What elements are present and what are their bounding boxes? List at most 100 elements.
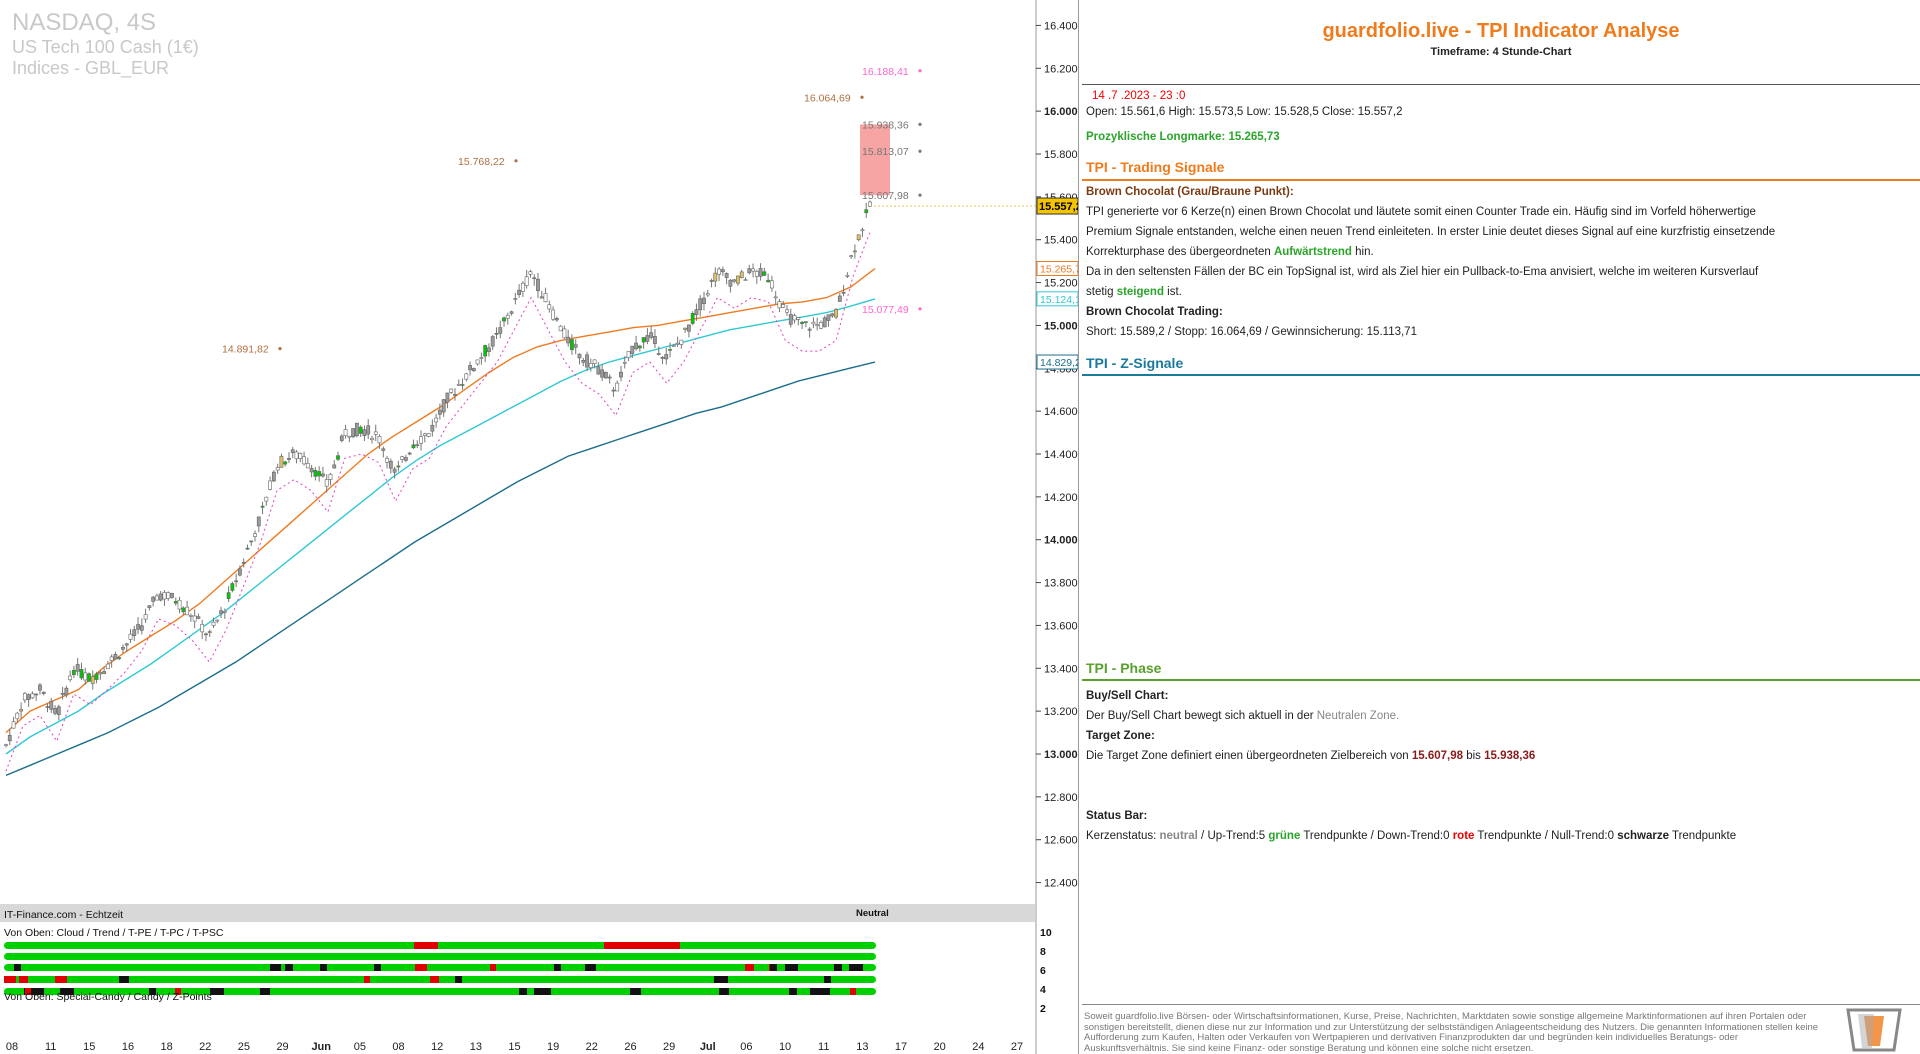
candle-body — [724, 273, 729, 278]
ema-line-3 — [5, 361, 876, 777]
candle-body — [185, 606, 190, 616]
candle-body — [653, 336, 657, 344]
candle-body — [547, 304, 552, 310]
candle-body — [230, 583, 235, 591]
candle-body — [388, 460, 393, 469]
x-tick-label: Jun — [311, 1041, 331, 1053]
candle-body — [177, 599, 182, 610]
candle-body — [343, 429, 348, 437]
candle-body — [554, 317, 559, 321]
annotation-dot — [918, 307, 922, 311]
status-bar-segment — [455, 976, 462, 983]
candle-body — [245, 547, 250, 550]
candle-body — [751, 268, 755, 272]
candle-body — [615, 382, 620, 392]
axis-tag-box — [1036, 354, 1078, 370]
candle-body — [38, 684, 42, 691]
status-bar-segment — [19, 976, 28, 983]
candle-body — [860, 229, 865, 232]
bct-line: Short: 15.589,2 / Stopp: 16.064,69 / Gew… — [1086, 326, 1417, 338]
y-tick-label: 13.600 — [1044, 620, 1078, 632]
price-annotation: 16.188,41 — [862, 66, 909, 78]
current-price-box — [1036, 197, 1078, 215]
candle-body — [83, 672, 88, 681]
candle-body — [641, 337, 646, 343]
candle-body — [868, 201, 872, 207]
candle-body — [173, 601, 178, 604]
price-annotation: 15.077,49 — [862, 304, 909, 316]
candle-body — [513, 298, 518, 300]
x-tick-label: 10 — [779, 1041, 791, 1053]
candle-body — [358, 426, 363, 434]
candle-body — [826, 314, 831, 321]
candle-body — [362, 429, 367, 436]
price-chart[interactable]: 16.40016.20016.00015.80015.60015.40015.2… — [0, 0, 1078, 1054]
candle-body — [747, 268, 752, 274]
panel-label-1: Von Oben: Cloud / Trend / T-PE / T-PC / … — [4, 927, 224, 939]
analysis-panel: guardfolio.live - TPI Indicator Analyse … — [1082, 0, 1920, 1054]
status-bar-segment — [849, 964, 863, 971]
x-tick-label: 06 — [740, 1041, 752, 1053]
candle-body — [132, 629, 137, 636]
x-tick-label: 18 — [160, 1041, 172, 1053]
candle-body — [271, 471, 276, 482]
candle-body — [837, 295, 842, 302]
status-bar-segment — [850, 988, 856, 995]
candle-body — [664, 354, 669, 360]
candle-body — [290, 449, 295, 453]
y-tick-label: 13.000 — [1044, 749, 1078, 761]
axis-tag-label: 15.124,1 — [1040, 294, 1078, 306]
x-tick-label: 08 — [392, 1041, 404, 1053]
candle-body — [211, 621, 216, 626]
candle-body — [596, 366, 601, 375]
status-bar-segment — [4, 976, 16, 983]
candle-body — [162, 592, 167, 600]
candle-body — [517, 289, 522, 295]
candle-body — [294, 451, 299, 460]
candle-body — [351, 428, 356, 438]
candle-body — [60, 693, 65, 695]
status-bar-segment — [14, 964, 21, 971]
candle-body — [400, 456, 405, 460]
x-tick-label: 16 — [122, 1041, 134, 1053]
candle-body — [456, 384, 461, 386]
sb-line: Kerzenstatus: neutral / Up-Trend:5 grüne… — [1086, 830, 1737, 842]
candle-body — [819, 322, 823, 329]
y-tick-label: 16.200 — [1044, 63, 1078, 75]
status-bar-segment — [414, 942, 438, 949]
candle-body — [849, 255, 854, 257]
candle-body — [713, 272, 718, 282]
bc-title: Brown Chocolat (Grau/Braune Punkt): — [1086, 186, 1294, 198]
annotation-dot — [514, 159, 518, 163]
candle-body — [64, 687, 69, 696]
candle-body — [853, 250, 857, 253]
tz-line: Die Target Zone definiert einen übergeor… — [1086, 750, 1536, 762]
candle-body — [166, 592, 171, 599]
candle-body — [207, 631, 212, 633]
lower-y-tick: 2 — [1040, 1003, 1046, 1015]
candle-body — [464, 373, 469, 380]
candle-body — [660, 357, 665, 359]
candle-body — [709, 280, 714, 282]
candle-body — [121, 646, 125, 650]
price-annotation: 14.891,82 — [222, 344, 269, 356]
candle-body — [396, 465, 401, 468]
candle-body — [607, 376, 612, 379]
candle-body — [68, 675, 73, 681]
candle-body — [671, 345, 676, 347]
y-tick-label: 14.400 — [1044, 449, 1078, 461]
candle-body — [686, 324, 691, 332]
status-bar-segment — [824, 976, 831, 983]
ema-line-1 — [5, 268, 876, 734]
candle-body — [94, 673, 99, 680]
y-tick-label: 12.800 — [1044, 792, 1078, 804]
candle-body — [75, 664, 80, 672]
chart-area[interactable]: 16.40016.20016.00015.80015.60015.40015.2… — [0, 0, 1079, 1054]
candle-body — [683, 327, 688, 330]
candle-body — [634, 342, 638, 350]
candle-body — [128, 633, 133, 640]
current-price-label: 15.557,2 — [1039, 201, 1078, 213]
candle-body — [487, 347, 491, 352]
x-tick-label: 13 — [470, 1041, 482, 1053]
candle-body — [471, 368, 476, 371]
